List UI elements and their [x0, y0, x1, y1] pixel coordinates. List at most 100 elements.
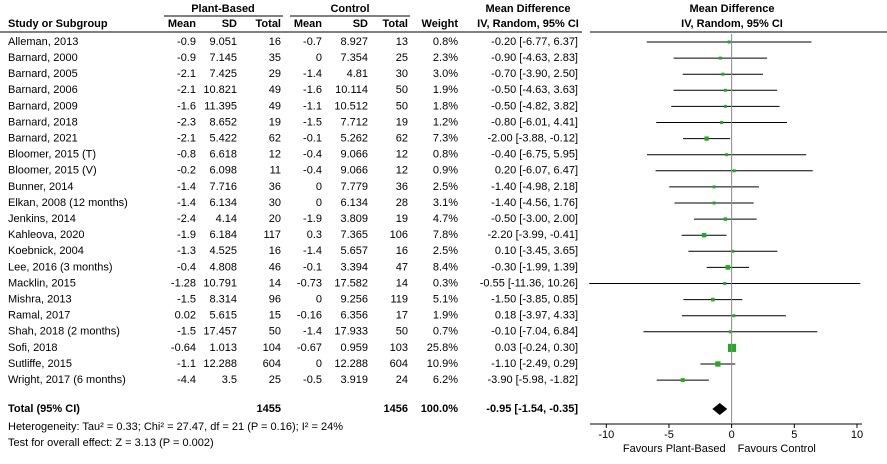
cell: -2.4: [177, 213, 196, 225]
ci-label: -0.10 [-7.04, 6.84]: [491, 326, 578, 338]
cell: -0.64: [171, 342, 196, 354]
cell: -0.4: [303, 165, 322, 177]
cell: -0.67: [297, 342, 322, 354]
effect-square: [712, 185, 716, 189]
footnote: Heterogeneity: Tau² = 0.33; Chi² = 27.47…: [8, 421, 343, 433]
effect-square: [711, 297, 715, 302]
weight: 1.2%: [433, 116, 458, 128]
cell: 6.184: [209, 229, 237, 241]
ci-label: -0.55 [-11.36, 10.26]: [480, 277, 578, 289]
effect-square: [723, 217, 728, 221]
weight: 8.4%: [433, 261, 458, 273]
cell: -1.9: [303, 213, 322, 225]
cell: -1.28: [171, 277, 196, 289]
cell: 6.356: [340, 310, 368, 322]
pooled-diamond: [712, 403, 728, 415]
cell: 104: [263, 342, 281, 354]
effect-square: [732, 169, 736, 173]
ci-label: -3.90 [-5.98, -1.82]: [488, 374, 579, 386]
study-name: Barnard, 2006: [8, 84, 78, 96]
cell: 10.821: [203, 84, 237, 96]
cell: 19: [396, 213, 408, 225]
cell: 4.14: [216, 213, 237, 225]
effect-square: [731, 249, 735, 253]
ci-label: -0.90 [-4.63, 2.83]: [491, 52, 578, 64]
cell: -1.4: [303, 245, 322, 257]
weight: 3.0%: [433, 68, 458, 80]
ci-label: -0.50 [-4.82, 3.82]: [491, 100, 578, 112]
ci-label: 0.20 [-6.07, 6.47]: [495, 165, 578, 177]
weight: 7.8%: [433, 229, 458, 241]
cell: -0.2: [177, 165, 196, 177]
cell: 16: [396, 245, 408, 257]
cell: 25: [396, 52, 408, 64]
cell: 13: [396, 36, 408, 48]
cell: 50: [269, 326, 281, 338]
cell: 0: [316, 358, 322, 370]
cell: 30: [269, 197, 281, 209]
study-name: Barnard, 2018: [8, 116, 78, 128]
cell: -0.5: [303, 374, 322, 386]
cell: 5.657: [340, 245, 368, 257]
cell: -1.6: [303, 84, 322, 96]
cell: -0.8: [177, 149, 196, 161]
plot-header: Mean Difference: [690, 3, 775, 15]
favours-left: Favours Plant-Based: [623, 443, 726, 455]
cell: 604: [263, 358, 281, 370]
ci-label: 0.10 [-3.45, 3.65]: [495, 245, 578, 257]
ci-label: -0.50 [-3.00, 2.00]: [491, 213, 578, 225]
ci-label: 0.18 [-3.97, 4.33]: [495, 310, 578, 322]
cell: 6.134: [209, 197, 237, 209]
effect-square: [721, 72, 725, 76]
x-tick-label: 5: [791, 429, 797, 441]
weight: 7.3%: [433, 133, 458, 145]
cell: -0.73: [297, 277, 322, 289]
cell: 11.395: [204, 100, 237, 112]
cell: -0.9: [177, 52, 196, 64]
cell: 11: [270, 165, 281, 177]
cell: 8.927: [340, 36, 368, 48]
cell: 119: [390, 294, 408, 306]
study-name: Bloomer, 2015 (V): [8, 165, 97, 177]
cell: 7.779: [340, 181, 368, 193]
cell: 29: [269, 68, 281, 80]
cell: 12.288: [334, 358, 368, 370]
cell: 7.716: [209, 181, 237, 193]
weight: 1.8%: [433, 100, 458, 112]
weight: 3.1%: [433, 197, 458, 209]
cell: -0.9: [177, 36, 196, 48]
effect-square: [728, 330, 732, 334]
cell: -0.4: [177, 261, 196, 273]
cell: 17: [396, 310, 408, 322]
weight: 1.9%: [433, 84, 458, 96]
study-name: Barnard, 2009: [8, 100, 78, 112]
method-header: IV, Random, 95% CI: [477, 18, 579, 30]
study-name: Sutliffe, 2015: [8, 358, 72, 370]
cell: 0.02: [175, 310, 196, 322]
cell: -1.4: [303, 68, 322, 80]
weight: 5.1%: [433, 294, 458, 306]
cell: 8.652: [209, 116, 237, 128]
cell: 16: [269, 245, 281, 257]
ci-label: -1.40 [-4.98, 2.18]: [491, 181, 578, 193]
cell: 604: [390, 358, 408, 370]
weight: 10.9%: [427, 358, 458, 370]
cell: -1.5: [303, 116, 322, 128]
cell: 9.051: [209, 36, 237, 48]
cell: 14: [396, 277, 408, 289]
weight: 4.7%: [433, 213, 458, 225]
group-header: Control: [330, 3, 369, 15]
cell: 35: [269, 52, 281, 64]
cell: 1.013: [209, 342, 237, 354]
ci-label: -0.40 [-6.75, 5.95]: [491, 149, 578, 161]
study-name: Bloomer, 2015 (T): [8, 149, 96, 161]
cell: 5.422: [209, 133, 237, 145]
ci-label: -1.40 [-4.56, 1.76]: [491, 197, 578, 209]
cell: 12.288: [203, 358, 237, 370]
cell: 9.256: [340, 294, 368, 306]
cell: 6.618: [209, 149, 237, 161]
cell: -1.9: [177, 229, 196, 241]
effect-square: [732, 314, 736, 318]
cell: 103: [390, 342, 408, 354]
cell: -2.3: [177, 116, 196, 128]
